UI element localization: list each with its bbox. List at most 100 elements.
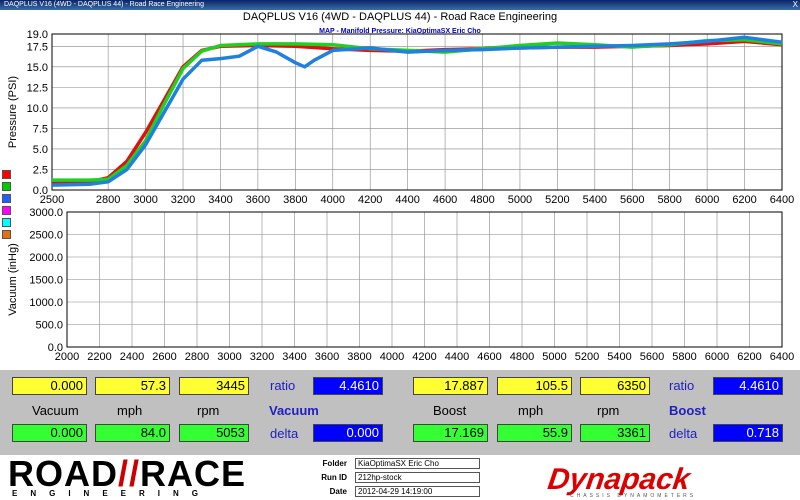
chart-title: DAQPLUS V16 (4WD - DAQPLUS 44) - Road Ra…	[242, 11, 558, 23]
boost-min-value: 17.169	[413, 424, 488, 442]
plot-frame	[66, 211, 783, 348]
road-race-logo: ROAD//RACE	[8, 453, 247, 494]
x-tick-label: 4000	[321, 194, 345, 206]
x-tick-label: 4800	[510, 351, 534, 363]
x-tick-label: 2200	[87, 351, 111, 363]
x-tick-label: 3000	[217, 351, 241, 363]
x-tick-label: 3200	[171, 194, 195, 206]
boost-ratio-value: 4.4610	[713, 377, 783, 395]
x-tick-label: 5200	[545, 194, 569, 206]
vacuum-rpm-min: 5053	[179, 424, 249, 442]
x-tick-label: 2800	[185, 351, 209, 363]
x-tick-label: 4600	[477, 351, 501, 363]
boost-mph-max: 105.5	[497, 377, 572, 395]
x-tick-label: 5600	[620, 194, 644, 206]
x-tick-label: 5400	[607, 351, 631, 363]
series-line-2	[51, 35, 783, 187]
y-tick-label: 1500.0	[29, 275, 63, 287]
runid-field: 212hp-stock	[355, 472, 480, 483]
y-tick-label: 1000.0	[29, 297, 63, 309]
x-tick-label: 3600	[246, 194, 270, 206]
logo-road-text: ROAD	[8, 453, 118, 494]
x-tick-label: 3400	[282, 351, 306, 363]
vacuum-delta-value: 0.000	[313, 424, 383, 442]
rpm-column-label-2: rpm	[597, 403, 620, 418]
date-field: 2012-04-29 14:19:00	[355, 486, 480, 497]
y-tick-label: 2500.0	[29, 230, 63, 242]
x-tick-label: 5000	[508, 194, 532, 206]
y-tick-label: 10.0	[27, 103, 48, 115]
boost-rpm-max: 6350	[580, 377, 650, 395]
x-tick-label: 2400	[120, 351, 144, 363]
vacuum-mph-max: 57.3	[95, 377, 170, 395]
y-tick-label: 500.0	[35, 320, 63, 332]
vacuum-mph-min: 84.0	[95, 424, 170, 442]
chart-svg: 2500 2800 3000 3200 3400 3600 3800 4000 4200 4400…	[7, 29, 794, 363]
x-tick-label: 4400	[395, 194, 419, 206]
chart-area: DAQPLUS V16 (4WD - DAQPLUS 44) - Road Ra…	[0, 10, 800, 370]
x-tick-label: 6000	[705, 351, 729, 363]
boost-section-label: Boost	[669, 403, 706, 418]
logo-subtext: ENGINEERING	[12, 489, 212, 498]
x-tick-label: 3200	[250, 351, 274, 363]
x-tick-label: 5200	[575, 351, 599, 363]
vacuum-max-value: 0.000	[12, 377, 87, 395]
x-tick-label: 6400	[770, 351, 794, 363]
logo-race-text: RACE	[140, 453, 247, 494]
boost-delta-label: delta	[669, 426, 698, 441]
x-tick-label: 6400	[770, 194, 794, 206]
chart-subtitle: MAP - Manifold Pressure: KiaOptimaSX Eri…	[319, 28, 481, 35]
footer: ROAD//RACE ENGINEERING Folder KiaOptimaS…	[0, 455, 800, 500]
x-tick-label: 3800	[347, 351, 371, 363]
vacuum-column-label: Vacuum	[32, 403, 79, 418]
boost-delta-value: 0.718	[713, 424, 783, 442]
x-tick-label: 3800	[283, 194, 307, 206]
y-tick-label: 0.0	[48, 342, 63, 354]
window-titlebar: DAQPLUS V16 (4WD - DAQPLUS 44) - Road Ra…	[0, 0, 800, 10]
close-icon[interactable]: X	[792, 0, 798, 9]
y-axis-label: Pressure (PSI)	[7, 76, 19, 148]
y-tick-label: 2000.0	[29, 252, 63, 264]
x-tick-label: 5400	[583, 194, 607, 206]
dynapack-subtext: CHASSIS DYNAMOMETERS	[570, 493, 697, 499]
legend-swatch-cyan[interactable]	[2, 218, 11, 227]
series-line-1	[52, 37, 783, 182]
date-label: Date	[329, 487, 347, 496]
mph-column-label: mph	[117, 403, 143, 418]
y-tick-label: 3000.0	[29, 207, 63, 219]
legend-swatch-magenta[interactable]	[2, 206, 11, 215]
vacuum-ratio-value: 4.4610	[313, 377, 383, 395]
x-tick-label: 5600	[640, 351, 664, 363]
boost-max-value: 17.887	[413, 377, 488, 395]
vacuum-rpm-max: 3445	[179, 377, 249, 395]
vacuum-min-value: 0.000	[12, 424, 87, 442]
x-tick-label: 6200	[732, 194, 756, 206]
x-tick-label: 3400	[208, 194, 232, 206]
folder-label: Folder	[322, 459, 347, 468]
x-tick-label: 4600	[433, 194, 457, 206]
y-tick-label: 19.0	[27, 29, 48, 41]
legend-swatch-blue[interactable]	[2, 194, 11, 203]
y-tick-label: 7.5	[33, 123, 48, 135]
vacuum-section-label: Vacuum	[269, 403, 319, 418]
x-tick-label: 2800	[96, 194, 120, 206]
x-tick-label: 6200	[737, 351, 761, 363]
readout-panel: 0.000 57.3 3445 ratio 4.4610 Vacuum mph …	[0, 370, 800, 455]
folder-field: KiaOptimaSX Eric Cho	[355, 458, 480, 469]
legend-swatch-orange[interactable]	[2, 230, 11, 239]
vacuum-ratio-label: ratio	[270, 378, 296, 393]
legend-swatch-green[interactable]	[2, 182, 11, 191]
x-tick-label: 5000	[542, 351, 566, 363]
vacuum-delta-label: delta	[270, 426, 299, 441]
x-tick-label: 3000	[133, 194, 157, 206]
x-tick-label: 2600	[152, 351, 176, 363]
y-tick-label: 15.0	[27, 62, 48, 74]
x-tick-label: 4200	[358, 194, 382, 206]
mph-column-label-2: mph	[518, 403, 544, 418]
legend-swatch-red[interactable]	[2, 170, 11, 179]
x-tick-label: 4400	[445, 351, 469, 363]
y-tick-label: 0.0	[33, 185, 48, 197]
x-tick-label: 2000	[55, 351, 79, 363]
x-tick-label: 5800	[657, 194, 681, 206]
window-title: DAQPLUS V16 (4WD - DAQPLUS 44) - Road Ra…	[4, 1, 204, 8]
